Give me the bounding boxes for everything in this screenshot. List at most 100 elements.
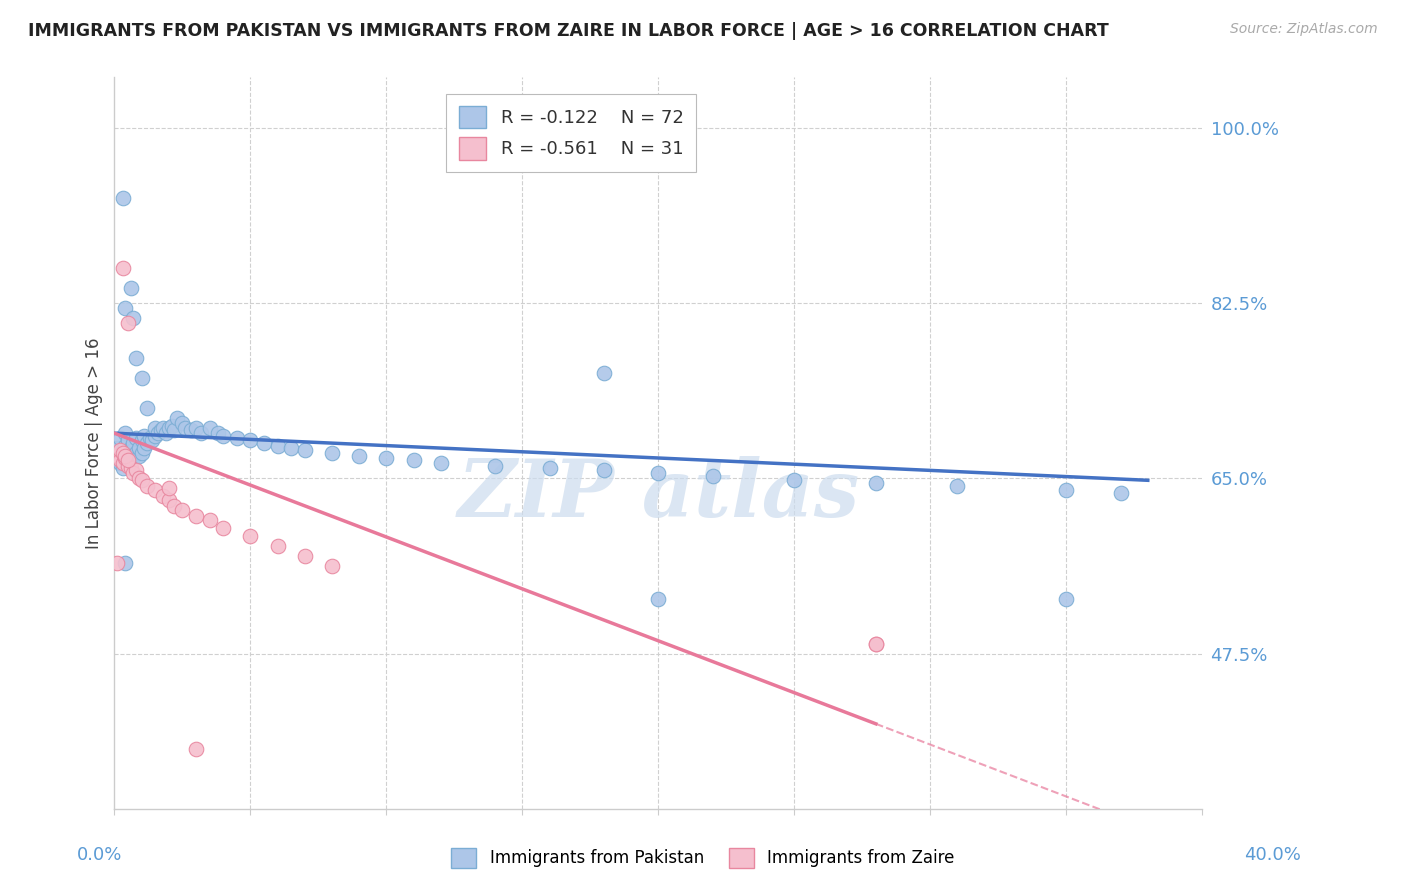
- Point: [108, 453, 131, 467]
- Point: [225, 431, 247, 445]
- Point: [253, 436, 276, 450]
- Point: [172, 503, 194, 517]
- Point: [184, 421, 207, 435]
- Point: [117, 443, 139, 458]
- Point: [122, 436, 145, 450]
- Point: [321, 559, 343, 574]
- Point: [120, 281, 142, 295]
- Point: [105, 442, 128, 456]
- Point: [157, 493, 180, 508]
- Point: [198, 513, 221, 527]
- Point: [190, 426, 212, 441]
- Text: Source: ZipAtlas.com: Source: ZipAtlas.com: [1230, 22, 1378, 37]
- Point: [702, 469, 724, 483]
- Point: [212, 429, 235, 443]
- Point: [125, 351, 148, 365]
- Point: [122, 451, 145, 466]
- Point: [114, 451, 136, 466]
- Point: [163, 500, 186, 514]
- Point: [125, 446, 148, 460]
- Point: [108, 431, 131, 445]
- Point: [212, 521, 235, 535]
- Point: [538, 461, 561, 475]
- Point: [117, 316, 139, 330]
- Point: [111, 191, 134, 205]
- Point: [111, 456, 134, 470]
- Point: [484, 459, 506, 474]
- Point: [239, 434, 262, 448]
- Point: [117, 434, 139, 448]
- Point: [125, 463, 148, 477]
- Point: [783, 473, 806, 487]
- Point: [139, 431, 162, 445]
- Point: [647, 591, 669, 606]
- Point: [117, 451, 139, 466]
- Point: [128, 449, 150, 463]
- Point: [143, 421, 166, 435]
- Point: [114, 426, 136, 441]
- Point: [402, 453, 425, 467]
- Point: [157, 481, 180, 495]
- Point: [946, 479, 969, 493]
- Point: [321, 446, 343, 460]
- Point: [152, 421, 174, 435]
- Text: 40.0%: 40.0%: [1244, 846, 1301, 863]
- Text: 0.0%: 0.0%: [77, 846, 122, 863]
- Point: [111, 260, 134, 275]
- Point: [111, 451, 134, 466]
- Point: [347, 449, 370, 463]
- Text: IMMIGRANTS FROM PAKISTAN VS IMMIGRANTS FROM ZAIRE IN LABOR FORCE | AGE > 16 CORR: IMMIGRANTS FROM PAKISTAN VS IMMIGRANTS F…: [28, 22, 1109, 40]
- Point: [294, 443, 316, 458]
- Point: [114, 439, 136, 453]
- Point: [155, 426, 177, 441]
- Point: [146, 426, 169, 441]
- Point: [266, 439, 288, 453]
- Point: [134, 429, 156, 443]
- Y-axis label: In Labor Force | Age > 16: In Labor Force | Age > 16: [86, 337, 103, 549]
- Point: [184, 742, 207, 756]
- Point: [865, 637, 887, 651]
- Point: [128, 442, 150, 456]
- Point: [131, 434, 153, 448]
- Point: [239, 529, 262, 543]
- Point: [108, 443, 131, 458]
- Point: [184, 509, 207, 524]
- Point: [429, 456, 451, 470]
- Legend: R = -0.122    N = 72, R = -0.561    N = 31: R = -0.122 N = 72, R = -0.561 N = 31: [447, 94, 696, 172]
- Point: [122, 443, 145, 458]
- Point: [134, 442, 156, 456]
- Point: [166, 411, 188, 425]
- Point: [111, 446, 134, 460]
- Point: [114, 557, 136, 571]
- Point: [157, 421, 180, 435]
- Point: [141, 434, 163, 448]
- Point: [136, 401, 159, 416]
- Point: [280, 442, 302, 456]
- Point: [114, 446, 136, 460]
- Point: [172, 416, 194, 430]
- Point: [128, 471, 150, 485]
- Point: [593, 366, 616, 380]
- Point: [105, 449, 128, 463]
- Point: [122, 310, 145, 325]
- Point: [120, 442, 142, 456]
- Point: [136, 479, 159, 493]
- Point: [198, 421, 221, 435]
- Point: [120, 461, 142, 475]
- Point: [174, 421, 197, 435]
- Point: [149, 423, 172, 437]
- Point: [122, 467, 145, 481]
- Point: [152, 489, 174, 503]
- Point: [160, 419, 183, 434]
- Point: [120, 449, 142, 463]
- Point: [108, 449, 131, 463]
- Point: [114, 301, 136, 315]
- Point: [143, 483, 166, 498]
- Point: [207, 426, 229, 441]
- Point: [117, 453, 139, 467]
- Point: [1054, 483, 1077, 498]
- Point: [375, 451, 398, 466]
- Point: [1054, 591, 1077, 606]
- Point: [105, 557, 128, 571]
- Point: [136, 436, 159, 450]
